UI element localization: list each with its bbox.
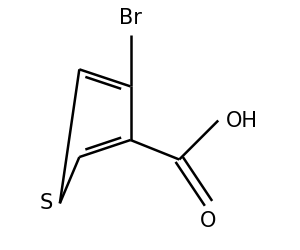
Text: O: O — [200, 211, 217, 231]
Text: OH: OH — [226, 110, 257, 130]
Text: Br: Br — [119, 8, 142, 28]
Text: S: S — [39, 193, 52, 213]
